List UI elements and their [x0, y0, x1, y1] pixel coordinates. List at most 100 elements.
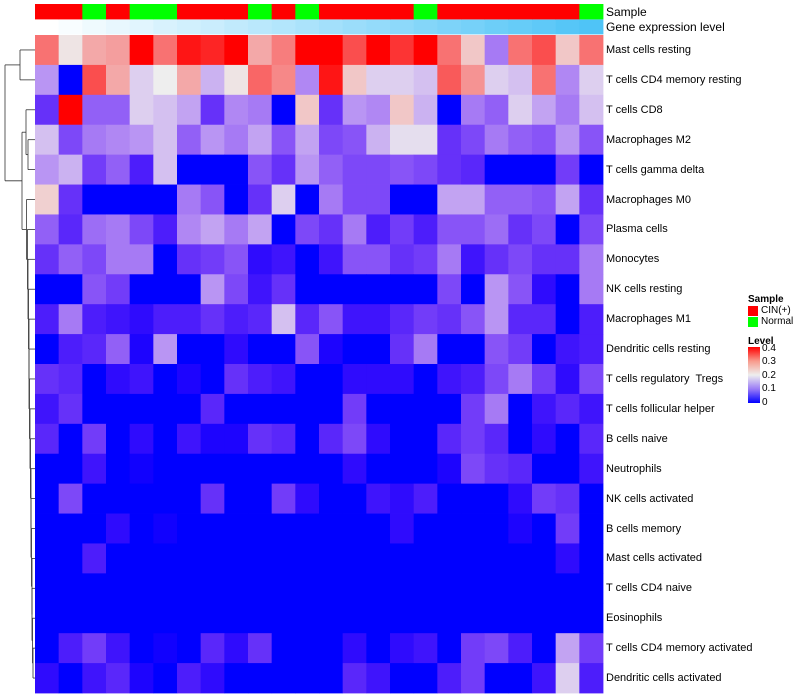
- gene-expression-annotation-cell: [248, 19, 273, 35]
- normal-swatch: [748, 316, 758, 327]
- heatmap-cell: [319, 64, 344, 96]
- heatmap-cell: [366, 663, 391, 694]
- heatmap-cell: [271, 124, 296, 156]
- heatmap-cell: [366, 364, 391, 395]
- heatmap-cell: [532, 154, 557, 185]
- heatmap-cell: [200, 453, 225, 485]
- heatmap-cell: [413, 573, 438, 604]
- heatmap-cell: [555, 364, 580, 395]
- heatmap-cell: [295, 304, 320, 335]
- heatmap-cell: [366, 304, 391, 335]
- sample-annotation-cell: [555, 4, 580, 20]
- heatmap-cell: [177, 573, 202, 604]
- heatmap-cell: [579, 633, 604, 664]
- row-label: B cells memory: [606, 522, 682, 535]
- heatmap-cell: [200, 244, 225, 275]
- heatmap-cell: [461, 124, 486, 156]
- heatmap-cell: [82, 393, 107, 425]
- gene-expression-annotation-cell: [224, 19, 249, 35]
- sample-annotation-cell: [532, 4, 557, 20]
- heatmap-cell: [106, 64, 131, 96]
- heatmap-cell: [82, 603, 107, 634]
- heatmap-cell: [342, 393, 367, 425]
- heatmap-cell: [461, 214, 486, 245]
- heatmap-cell: [555, 214, 580, 245]
- heatmap-cell: [366, 35, 391, 66]
- heatmap-cell: [129, 124, 154, 156]
- heatmap-cell: [366, 214, 391, 245]
- heatmap-cell: [319, 274, 344, 305]
- heatmap-cell: [508, 184, 533, 215]
- heatmap-cell: [248, 393, 273, 425]
- heatmap-cell: [555, 663, 580, 694]
- gene-expression-annotation-cell: [319, 19, 344, 35]
- heatmap-cell: [248, 364, 273, 395]
- sample-annotation-cell: [106, 4, 131, 20]
- heatmap-cell: [319, 423, 344, 455]
- heatmap-cell: [82, 364, 107, 395]
- gene-expression-annotation-cell: [532, 19, 557, 35]
- gene-expression-annotation-label: Gene expression level: [606, 20, 725, 34]
- heatmap-cell: [58, 393, 83, 425]
- heatmap-cell: [153, 304, 178, 335]
- heatmap-cell: [295, 274, 320, 305]
- heatmap-cell: [413, 304, 438, 335]
- heatmap-cell: [82, 35, 107, 66]
- heatmap-cell: [153, 573, 178, 604]
- heatmap-cell: [35, 274, 60, 305]
- heatmap-cell: [177, 184, 202, 215]
- heatmap-cell: [342, 154, 367, 185]
- heatmap-cell: [484, 334, 509, 365]
- heatmap-cell: [82, 633, 107, 664]
- heatmap-cell: [153, 603, 178, 634]
- heatmap-cell: [461, 423, 486, 455]
- heatmap-cell: [461, 35, 486, 66]
- heatmap-cell: [106, 483, 131, 514]
- heatmap-cell: [295, 35, 320, 66]
- sample-annotation-cell: [366, 4, 391, 20]
- heatmap-cell: [532, 214, 557, 245]
- heatmap-cell: [508, 64, 533, 96]
- legend-label-normal: Normal: [761, 316, 794, 327]
- heatmap-cell: [295, 393, 320, 425]
- heatmap-cell: [579, 64, 604, 96]
- heatmap-cell: [437, 663, 462, 694]
- heatmap-cell: [271, 663, 296, 694]
- heatmap-cell: [58, 304, 83, 335]
- heatmap-cell: [129, 393, 154, 425]
- heatmap-cell: [177, 483, 202, 514]
- heatmap-cell: [390, 35, 415, 66]
- heatmap-cell: [106, 124, 131, 156]
- sample-annotation-cell: [129, 4, 154, 20]
- heatmap-cell: [413, 364, 438, 395]
- heatmap-cell: [271, 633, 296, 664]
- heatmap-cell: [484, 274, 509, 305]
- heatmap-cell: [579, 364, 604, 395]
- heatmap-cell: [200, 35, 225, 66]
- heatmap-cell: [129, 423, 154, 455]
- row-label: Neutrophils: [606, 462, 662, 475]
- heatmap-cell: [437, 543, 462, 574]
- heatmap-cell: [177, 423, 202, 455]
- heatmap-cell: [579, 244, 604, 275]
- heatmap-cell: [413, 633, 438, 664]
- heatmap-cell: [319, 94, 344, 126]
- heatmap-cell: [177, 244, 202, 275]
- heatmap-cell: [35, 364, 60, 395]
- heatmap-cell: [200, 304, 225, 335]
- gene-expression-annotation-cell: [437, 19, 462, 35]
- heatmap-cell: [106, 35, 131, 66]
- heatmap-cell: [366, 154, 391, 185]
- heatmap-cell: [390, 154, 415, 185]
- row-label: Dendritic cells resting: [606, 343, 711, 356]
- heatmap-cell: [437, 184, 462, 215]
- heatmap-cell: [129, 364, 154, 395]
- heatmap-cell: [35, 124, 60, 156]
- gene-expression-annotation-cell: [342, 19, 367, 35]
- heatmap-cell: [532, 124, 557, 156]
- heatmap-cell: [58, 543, 83, 574]
- heatmap-cell: [129, 483, 154, 514]
- heatmap-cell: [390, 603, 415, 634]
- heatmap-cell: [129, 663, 154, 694]
